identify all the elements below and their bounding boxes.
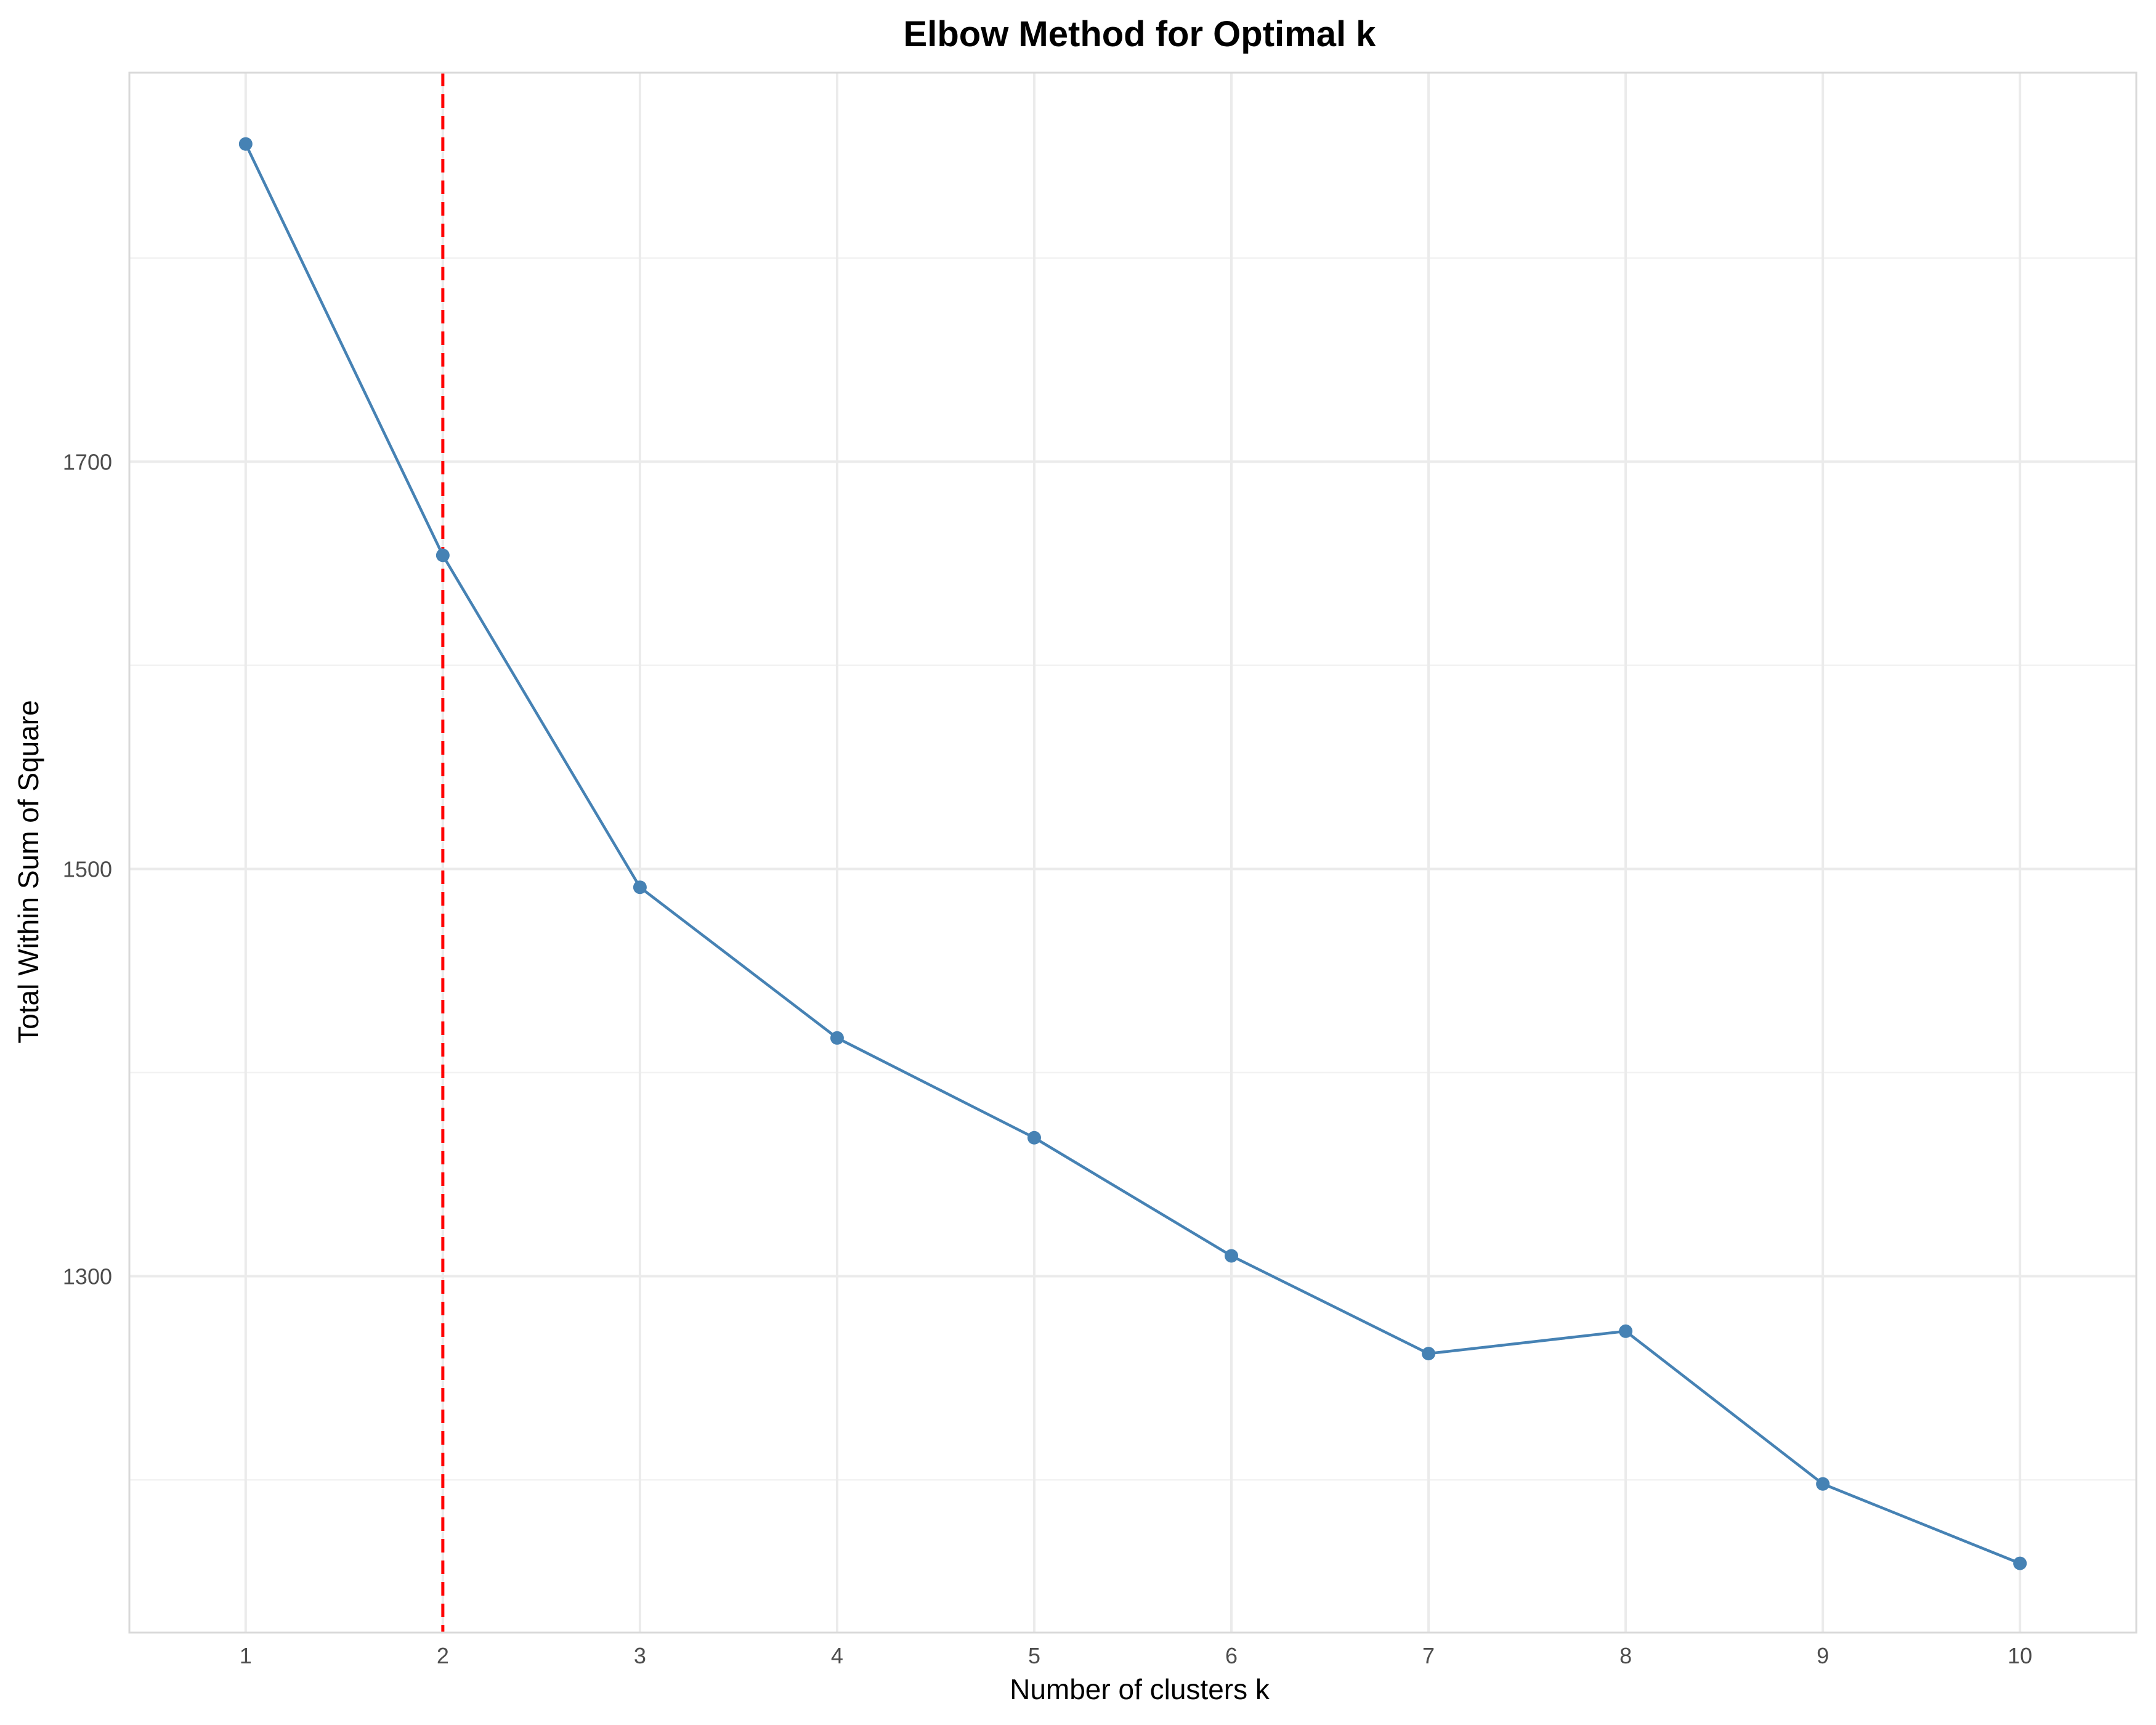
data-point bbox=[633, 880, 647, 895]
data-point bbox=[1027, 1130, 1041, 1145]
x-tick-labels: 1 2 3 4 5 6 7 8 9 10 bbox=[240, 1643, 2032, 1668]
y-tick-label: 1700 bbox=[63, 449, 112, 474]
data-point bbox=[1816, 1477, 1830, 1491]
series-line bbox=[244, 143, 2021, 1565]
chart-title: Elbow Method for Optimal k bbox=[904, 14, 1377, 54]
data-point bbox=[1225, 1249, 1239, 1263]
data-point bbox=[436, 548, 450, 562]
series-layer bbox=[238, 137, 2027, 1570]
data-point bbox=[1619, 1324, 1633, 1338]
x-tick-label: 5 bbox=[1028, 1643, 1040, 1668]
y-tick-label: 1300 bbox=[63, 1264, 112, 1289]
x-tick-label: 6 bbox=[1225, 1643, 1238, 1668]
data-point bbox=[238, 137, 253, 151]
y-tick-label: 1500 bbox=[63, 856, 112, 882]
data-point bbox=[2013, 1556, 2027, 1570]
x-tick-label: 10 bbox=[2008, 1643, 2032, 1668]
x-axis-title: Number of clusters k bbox=[1010, 1673, 1270, 1705]
data-point bbox=[830, 1031, 844, 1045]
x-tick-label: 4 bbox=[831, 1643, 843, 1668]
x-tick-label: 7 bbox=[1422, 1643, 1435, 1668]
grid-layer bbox=[129, 73, 2136, 1633]
x-tick-label: 3 bbox=[634, 1643, 646, 1668]
y-axis-title: Total Within Sum of Square bbox=[12, 700, 44, 1043]
x-tick-label: 9 bbox=[1817, 1643, 1829, 1668]
data-point bbox=[1422, 1347, 1436, 1361]
plot-panel-border bbox=[128, 71, 2138, 1634]
x-tick-label: 1 bbox=[240, 1643, 252, 1668]
y-tick-labels: 1300 1500 1700 bbox=[63, 449, 112, 1289]
x-tick-label: 2 bbox=[437, 1643, 449, 1668]
x-tick-label: 8 bbox=[1619, 1643, 1632, 1668]
